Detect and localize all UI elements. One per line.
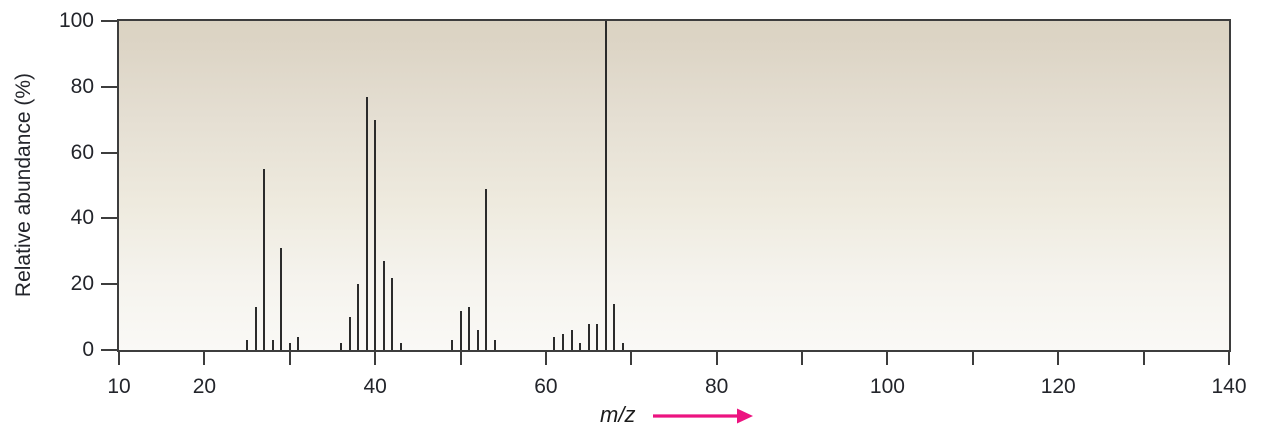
peak-bar-mz-40 (374, 119, 377, 350)
x-tick-50 (459, 352, 462, 365)
x-tick-label-20: 20 (192, 375, 217, 398)
y-tick-label-100: 100 (58, 9, 94, 32)
peak-bar-mz-26 (254, 307, 257, 350)
x-tick-label-40: 40 (363, 375, 387, 398)
plot-area (117, 19, 1231, 352)
right-arrow-icon (653, 408, 753, 424)
peak-bar-mz-66 (596, 323, 599, 350)
peak-bar-mz-64 (579, 343, 582, 350)
peak-bar-mz-36 (340, 343, 342, 350)
x-tick-100 (886, 352, 889, 365)
peak-bar-mz-68 (613, 303, 616, 350)
peak-bar-mz-52 (476, 330, 479, 350)
x-tick-80 (715, 352, 718, 365)
x-tick-90 (801, 352, 804, 365)
x-tick-20 (203, 352, 206, 365)
x-tick-label-100: 100 (869, 375, 905, 398)
peak-bar-mz-38 (357, 284, 360, 350)
x-tick-130 (1142, 352, 1145, 365)
x-tick-60 (544, 352, 547, 365)
y-tick-40 (101, 217, 117, 220)
peak-bar-mz-62 (562, 333, 564, 350)
y-tick-label-20: 20 (70, 272, 94, 296)
y-tick-0 (101, 349, 117, 351)
peak-bar-mz-61 (553, 336, 556, 350)
x-axis-title-row: m/z (0, 401, 1280, 431)
peak-bar-mz-51 (468, 307, 471, 350)
x-tick-label-120: 120 (1040, 375, 1076, 398)
y-tick-100 (101, 20, 117, 22)
y-tick-60 (101, 151, 117, 154)
y-axis-title: Relative abundance (%) (12, 72, 35, 298)
peak-bar-mz-39 (365, 96, 368, 350)
peak-bar-mz-53 (485, 188, 488, 350)
x-tick-10 (118, 352, 120, 365)
x-tick-140 (1228, 352, 1230, 365)
peak-bar-mz-28 (271, 340, 274, 350)
peak-bar-mz-27 (263, 169, 266, 350)
peak-bar-mz-54 (493, 340, 496, 350)
y-tick-label-60: 60 (70, 140, 94, 164)
peak-bar-mz-49 (451, 340, 453, 350)
peak-bar-mz-41 (382, 261, 385, 350)
x-tick-120 (1057, 352, 1060, 365)
x-tick-110 (971, 352, 974, 365)
x-tick-label-80: 80 (705, 375, 729, 398)
x-axis-title: m/z (600, 402, 636, 427)
peak-bar-mz-63 (570, 330, 573, 350)
y-tick-label-80: 80 (70, 74, 94, 98)
peak-bar-mz-29 (280, 248, 283, 350)
peak-bar-mz-31 (297, 336, 300, 350)
x-tick-label-10: 10 (107, 375, 131, 398)
peak-bar-mz-69 (621, 343, 624, 350)
x-tick-30 (288, 352, 291, 365)
peak-bar-mz-37 (348, 317, 351, 350)
peak-bar-mz-50 (459, 310, 462, 350)
y-tick-label-0: 0 (82, 338, 94, 361)
y-tick-80 (101, 85, 117, 88)
peak-bar-mz-67 (604, 21, 607, 350)
y-tick-label-40: 40 (70, 206, 94, 230)
peak-bar-mz-30 (288, 343, 291, 350)
peak-bar-mz-42 (391, 277, 394, 350)
x-tick-70 (630, 352, 633, 365)
peak-bar-mz-43 (399, 343, 402, 350)
peak-bar-mz-25 (246, 340, 249, 350)
peak-bar-mz-65 (587, 323, 590, 350)
x-tick-40 (374, 352, 377, 365)
x-tick-label-140: 140 (1211, 375, 1247, 398)
y-tick-20 (101, 283, 117, 286)
x-tick-label-60: 60 (534, 375, 558, 398)
